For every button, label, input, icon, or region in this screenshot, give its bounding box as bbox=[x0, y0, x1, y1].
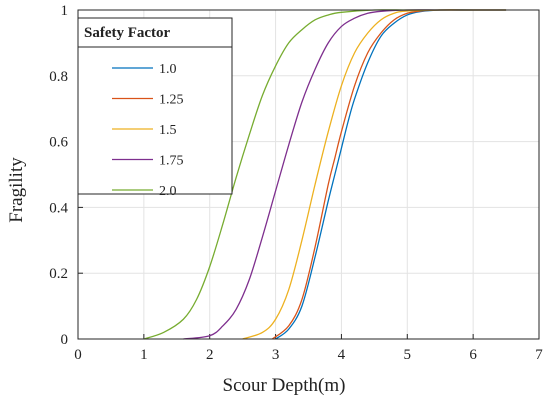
legend-entry-label: 1.5 bbox=[159, 123, 177, 138]
y-tick-label: 0.2 bbox=[49, 266, 68, 282]
x-tick-label: 3 bbox=[272, 347, 280, 363]
legend-title: Safety Factor bbox=[84, 25, 171, 41]
x-tick-label: 0 bbox=[74, 347, 82, 363]
y-tick-label: 0 bbox=[61, 332, 69, 348]
y-tick-labels: 0 0.2 0.4 0.6 0.8 1 bbox=[49, 3, 68, 348]
legend-entry-label: 1.0 bbox=[159, 62, 177, 77]
y-tick-label: 0.4 bbox=[49, 200, 68, 216]
x-tick-label: 1 bbox=[140, 347, 148, 363]
x-tick-label: 5 bbox=[404, 347, 412, 363]
legend-entry-label: 1.25 bbox=[159, 93, 184, 108]
legend-entry-label: 1.75 bbox=[159, 154, 184, 169]
x-tick-labels: 0 1 2 3 4 5 6 7 bbox=[74, 347, 543, 363]
y-axis-label: Fragility bbox=[6, 157, 27, 223]
x-tick-label: 2 bbox=[206, 347, 214, 363]
x-tick-label: 6 bbox=[469, 347, 477, 363]
y-tick-label: 1 bbox=[61, 3, 69, 19]
x-tick-label: 4 bbox=[338, 347, 346, 363]
x-axis-label: Scour Depth(m) bbox=[223, 375, 346, 396]
legend: Safety Factor 1.0 1.25 1.5 1.75 2.0 bbox=[77, 17, 233, 199]
x-tick-label: 7 bbox=[535, 347, 543, 363]
legend-entries: 1.0 1.25 1.5 1.75 2.0 bbox=[112, 62, 184, 199]
y-tick-label: 0.8 bbox=[49, 69, 68, 85]
legend-box bbox=[77, 17, 233, 195]
legend-entry-label: 2.0 bbox=[159, 184, 177, 199]
y-tick-label: 0.6 bbox=[49, 135, 68, 151]
